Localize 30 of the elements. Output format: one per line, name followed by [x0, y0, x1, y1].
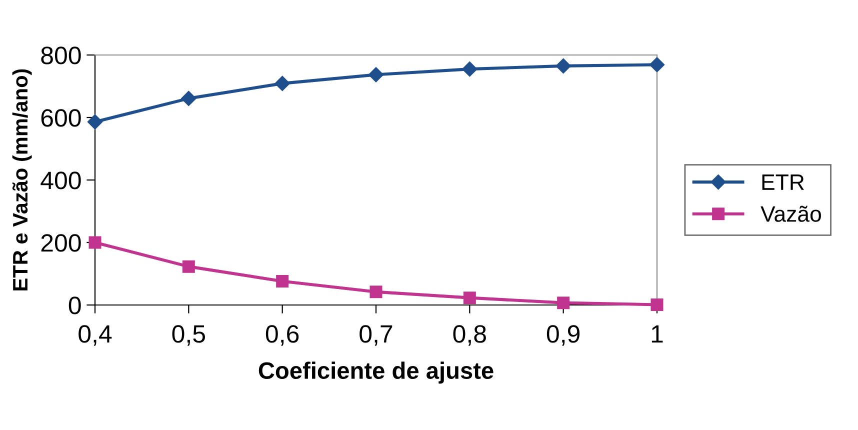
point [463, 292, 476, 304]
point [368, 67, 384, 82]
x-tick-label: 0,5 [172, 325, 205, 346]
point [88, 236, 102, 249]
x-tick-label: 0,4 [78, 325, 112, 346]
point [649, 57, 665, 72]
point [650, 298, 664, 311]
point [181, 90, 196, 106]
point [462, 61, 478, 77]
point [370, 286, 382, 298]
y-tick-label: 400 [40, 172, 81, 190]
y-axis-title: ETR e Vazão (mm/ano) [12, 69, 32, 290]
x-tick-label: 0,9 [546, 325, 580, 346]
point [556, 58, 571, 74]
point [182, 260, 195, 273]
y-tick-label: 800 [41, 46, 81, 64]
point [557, 296, 570, 310]
y-tick-label: 200 [41, 234, 81, 252]
x-tick-label: 0,7 [360, 325, 392, 346]
point [87, 114, 103, 130]
x-axis-title: Coeficiente de ajuste [258, 362, 494, 384]
legend-label: ETR [762, 174, 804, 190]
x-tick-label: 1 [652, 325, 663, 343]
x-tick-label: 0,8 [453, 325, 486, 346]
legend-label: Vazão [760, 206, 821, 222]
y-tick-label: 600 [41, 109, 81, 127]
point [276, 275, 289, 288]
point [274, 76, 290, 92]
y-tick-label: 0 [68, 296, 81, 314]
x-tick-label: 0,6 [266, 325, 299, 346]
